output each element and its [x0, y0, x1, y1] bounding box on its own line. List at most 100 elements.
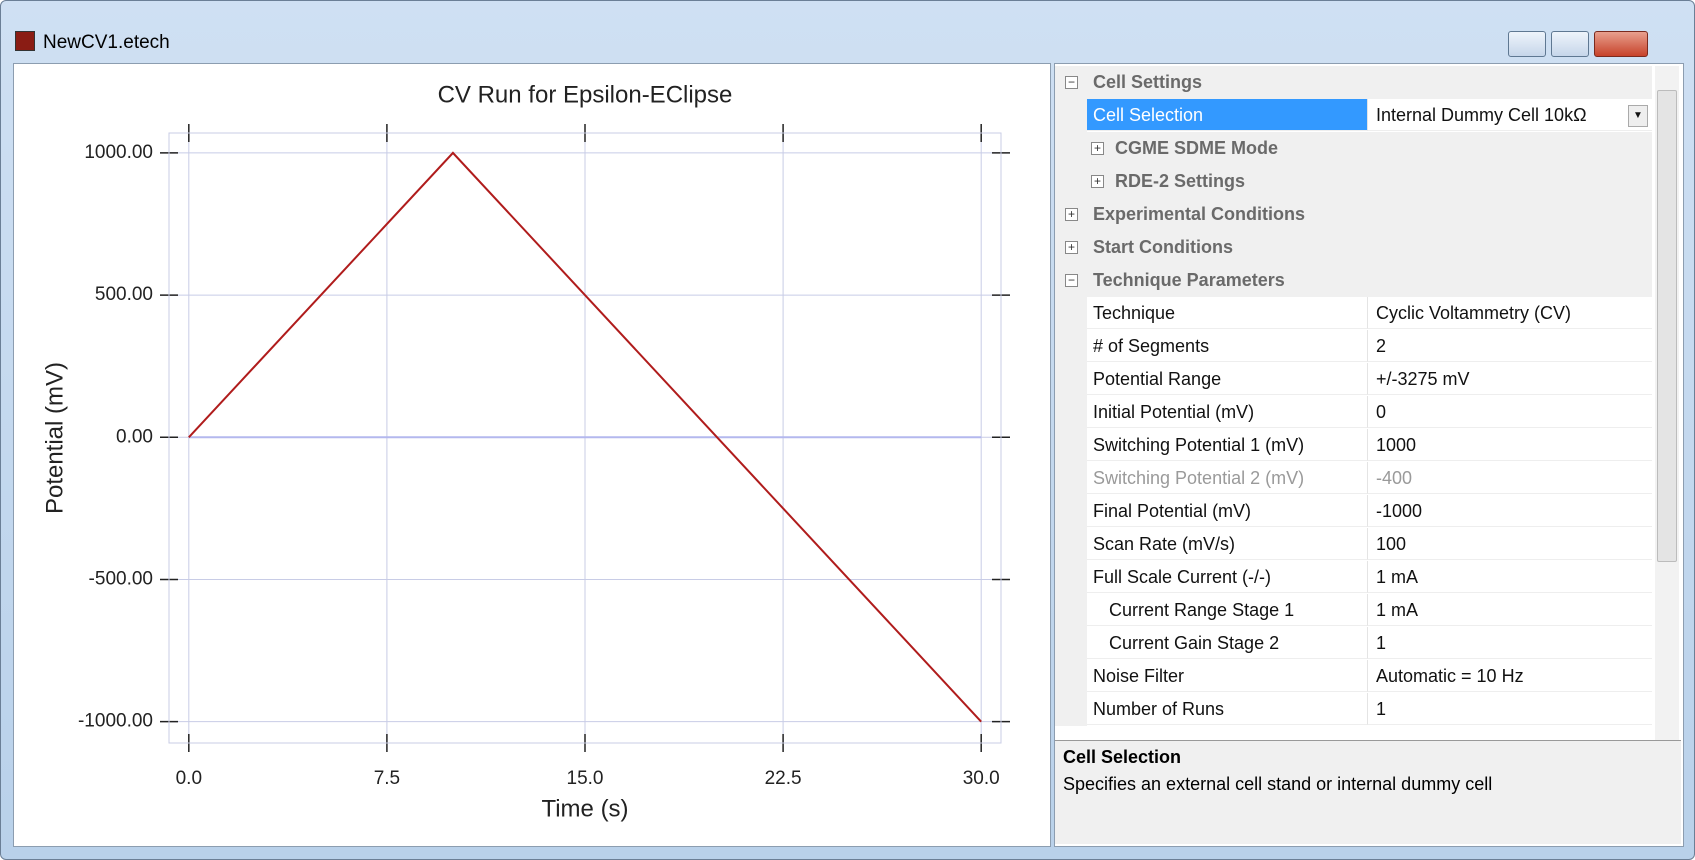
property-label: Technique [1087, 297, 1367, 329]
property-value: -1000 [1367, 495, 1652, 527]
grid-row[interactable]: Switching Potential 1 (mV) 1000 [1055, 429, 1652, 462]
collapse-toggle[interactable]: − [1065, 274, 1078, 287]
collapse-toggle[interactable]: − [1065, 76, 1078, 89]
grid-row[interactable]: Full Scale Current (-/-) 1 mA [1055, 561, 1652, 594]
chart: CV Run for Epsilon-EClipse Time (s) Potent… [41, 81, 1010, 822]
grid-row[interactable]: Switching Potential 2 (mV) -400 [1055, 462, 1652, 495]
property-value: 1 [1367, 627, 1652, 659]
maximize-button[interactable] [1551, 31, 1589, 57]
chart-panel: CV Run for Epsilon-EClipse Time (s) Potent… [13, 63, 1051, 847]
property-value: +/-3275 mV [1367, 363, 1652, 395]
grid-row[interactable]: + Start Conditions [1055, 231, 1652, 264]
description-text: Specifies an external cell stand or inte… [1063, 774, 1493, 794]
property-label: Current Range Stage 1 [1087, 594, 1367, 626]
row-gutter [1055, 429, 1087, 462]
row-gutter [1055, 165, 1087, 198]
property-label: Initial Potential (mV) [1087, 396, 1367, 428]
property-value: Internal Dummy Cell 10kΩ ▼ [1367, 99, 1652, 131]
dropdown-button[interactable]: ▼ [1628, 105, 1648, 127]
expand-toggle[interactable]: + [1091, 142, 1104, 155]
y-tick-label: -1000.00 [78, 711, 153, 732]
grid-row[interactable]: Initial Potential (mV) 0 [1055, 396, 1652, 429]
close-button[interactable] [1594, 31, 1648, 57]
grid-row[interactable]: # of Segments 2 [1055, 330, 1652, 363]
row-gutter [1055, 528, 1087, 561]
window-title: NewCV1.etech [43, 32, 170, 53]
grid-row[interactable]: Number of Runs 1 [1055, 693, 1652, 726]
grid-row[interactable]: Cell Selection Internal Dummy Cell 10kΩ ▼ [1055, 99, 1652, 132]
property-value: 1 mA [1367, 561, 1652, 593]
grid-row[interactable]: − Cell Settings [1055, 66, 1652, 99]
description-panel: Cell Selection Specifies an external cel… [1055, 740, 1681, 844]
y-tick-label: -500.00 [89, 568, 153, 589]
property-label: Final Potential (mV) [1087, 495, 1367, 527]
row-gutter [1055, 396, 1087, 429]
x-tick-label: 30.0 [963, 768, 1000, 789]
grid-row[interactable]: − Technique Parameters [1055, 264, 1652, 297]
grid-row[interactable]: Scan Rate (mV/s) 100 [1055, 528, 1652, 561]
category-label: Experimental Conditions [1093, 204, 1306, 224]
expand-toggle[interactable]: + [1065, 208, 1078, 221]
property-label: Cell Selection [1087, 99, 1367, 131]
row-gutter [1055, 297, 1087, 330]
description-title: Cell Selection [1063, 747, 1182, 767]
data-line [188, 151, 982, 723]
x-tick-label: 7.5 [374, 768, 400, 789]
expand-toggle[interactable]: + [1091, 175, 1104, 188]
row-gutter [1055, 594, 1087, 627]
grid-row[interactable]: Technique Cyclic Voltammetry (CV) [1055, 297, 1652, 330]
x-tick-label: 0.0 [176, 768, 202, 789]
minimize-button[interactable] [1508, 31, 1546, 57]
property-value: -400 [1367, 462, 1652, 494]
scroll-thumb[interactable] [1657, 90, 1677, 562]
grid-row[interactable]: Final Potential (mV) -1000 [1055, 495, 1652, 528]
property-label: Switching Potential 1 (mV) [1087, 429, 1367, 461]
y-axis-title: Potential (mV) [41, 362, 68, 514]
property-label: Current Gain Stage 2 [1087, 627, 1367, 659]
row-gutter [1055, 660, 1087, 693]
category-label: Start Conditions [1093, 237, 1233, 257]
y-tick-label: 0.00 [116, 426, 153, 447]
property-value: Cyclic Voltammetry (CV) [1367, 297, 1652, 329]
row-gutter [1055, 693, 1087, 726]
property-value: 1000 [1367, 429, 1652, 461]
x-tick-label: 15.0 [567, 768, 604, 789]
property-value: 2 [1367, 330, 1652, 362]
property-label: Switching Potential 2 (mV) [1087, 462, 1367, 494]
property-label: # of Segments [1087, 330, 1367, 362]
property-value: 100 [1367, 528, 1652, 560]
row-gutter [1055, 132, 1087, 165]
row-gutter [1055, 363, 1087, 396]
app-icon [15, 31, 35, 51]
grid-row[interactable]: + CGME SDME Mode [1055, 132, 1652, 165]
grid-row[interactable]: + RDE-2 Settings [1055, 165, 1652, 198]
chart-title: CV Run for Epsilon-EClipse [438, 81, 733, 108]
property-value: 0 [1367, 396, 1652, 428]
row-gutter [1055, 462, 1087, 495]
category-label: RDE-2 Settings [1115, 171, 1246, 191]
property-grid: − Cell Settings Cell Selection Internal Dum… [1054, 63, 1684, 847]
x-axis-title: Time (s) [541, 795, 628, 822]
property-label: Full Scale Current (-/-) [1087, 561, 1367, 593]
grid-row[interactable]: Potential Range +/-3275 mV [1055, 363, 1652, 396]
row-gutter [1055, 495, 1087, 528]
scrollbar[interactable] [1655, 66, 1679, 791]
property-label: Scan Rate (mV/s) [1087, 528, 1367, 560]
x-tick-label: 22.5 [765, 768, 802, 789]
property-value: Automatic = 10 Hz [1367, 660, 1652, 692]
property-label: Noise Filter [1087, 660, 1367, 692]
row-gutter [1055, 627, 1087, 660]
y-tick-label: 1000.00 [84, 142, 153, 163]
expand-toggle[interactable]: + [1065, 241, 1078, 254]
y-tick-label: 500.00 [95, 284, 153, 305]
grid-row[interactable]: + Experimental Conditions [1055, 198, 1652, 231]
property-label: Number of Runs [1087, 693, 1367, 725]
property-value: 1 [1367, 693, 1652, 725]
row-gutter [1055, 99, 1087, 132]
plot-frame [168, 132, 1002, 744]
row-gutter [1055, 561, 1087, 594]
grid-row[interactable]: Noise Filter Automatic = 10 Hz [1055, 660, 1652, 693]
